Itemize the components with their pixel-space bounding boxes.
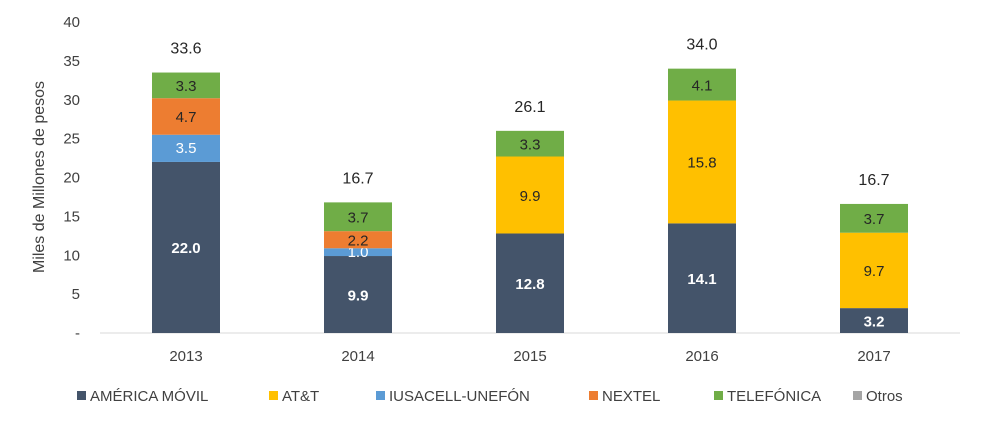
- x-tick-label: 2014: [341, 348, 374, 365]
- data-label: 22.0: [171, 240, 200, 257]
- data-label: 9.7: [864, 263, 885, 280]
- legend: AMÉRICA MÓVIL AT&T IUSACELL-UNEFÓN NEXTEL TE…: [77, 388, 903, 405]
- y-tick-label: 40: [63, 14, 80, 31]
- y-tick-label: 25: [63, 131, 80, 148]
- legend-item: AMÉRICA MÓVIL: [77, 388, 208, 405]
- legend-swatch: [77, 391, 86, 400]
- data-label: 14.1: [687, 271, 716, 288]
- y-tick-label: 20: [63, 170, 80, 187]
- bar-segment: [496, 130, 564, 157]
- legend-label: AMÉRICA MÓVIL: [90, 388, 208, 405]
- bar-stack-2016: 14.1 15.8 4.1 34.0: [668, 37, 736, 333]
- bar-segment: [324, 256, 392, 333]
- bar-segment: [840, 203, 908, 233]
- data-label: 3.7: [864, 211, 885, 228]
- legend-swatch: [589, 391, 598, 400]
- bar-segment: [324, 231, 392, 249]
- bar-stack-2013: 22.0 3.5 4.7 3.3 33.6: [152, 41, 220, 333]
- bar-segment: [496, 233, 564, 333]
- bars: 22.03.54.73.333.69.91.02.23.716.712.89.9…: [152, 37, 908, 333]
- data-label: 9.9: [348, 287, 369, 304]
- data-label: 3.7: [348, 210, 369, 227]
- data-label: 3.3: [520, 136, 541, 153]
- legend-item: TELEFÓNICA: [714, 388, 821, 405]
- bar-stack-2014: 9.91.02.23.716.7: [324, 170, 392, 333]
- data-label: 4.1: [692, 77, 713, 94]
- bar-segment: [152, 134, 220, 162]
- total-label: 26.1: [514, 99, 545, 116]
- data-label: 9.9: [520, 188, 541, 205]
- y-axis: - 5 10 15 20 25 30 35 40: [63, 14, 80, 342]
- legend-swatch: [269, 391, 278, 400]
- data-label: 12.8: [515, 276, 544, 293]
- legend-swatch: [376, 391, 385, 400]
- bar-stack-2015: 12.8 9.9 3.3 26.1: [496, 99, 564, 333]
- data-label: 3.2: [864, 313, 885, 330]
- legend-label: IUSACELL-UNEFÓN: [389, 388, 530, 405]
- legend-label: Otros: [866, 388, 903, 405]
- y-tick-label: 10: [63, 247, 80, 264]
- legend-swatch: [714, 391, 723, 400]
- legend-item: NEXTEL: [589, 388, 660, 405]
- y-axis-title: Miles de Millones de pesos: [31, 81, 48, 273]
- total-label: 16.7: [858, 172, 889, 189]
- data-label: 3.3: [176, 78, 197, 95]
- y-tick-label: 35: [63, 53, 80, 70]
- bar-segment: [152, 161, 220, 333]
- bar-segment: [668, 223, 736, 333]
- bar-segment: [668, 68, 736, 101]
- legend-item: Otros: [853, 388, 903, 405]
- bar-stack-2017: 3.2 9.7 3.7 16.7: [840, 172, 908, 333]
- bar-segment: [152, 72, 220, 99]
- legend-label: TELEFÓNICA: [727, 388, 821, 405]
- y-tick-label: -: [75, 325, 80, 342]
- data-label: 15.8: [687, 155, 716, 172]
- legend-label: AT&T: [282, 388, 319, 405]
- total-label: 16.7: [342, 170, 373, 187]
- bar-segment: [324, 202, 392, 232]
- bar-segment: [668, 100, 736, 224]
- data-label: 4.7: [176, 109, 197, 126]
- bar-segment: [496, 156, 564, 234]
- y-tick-label: 30: [63, 92, 80, 109]
- x-axis: 2013 2014 2015 2016 2017: [169, 348, 890, 365]
- x-tick-label: 2015: [513, 348, 546, 365]
- bar-segment: [840, 308, 908, 333]
- y-tick-label: 15: [63, 208, 80, 225]
- x-tick-label: 2013: [169, 348, 202, 365]
- x-tick-label: 2017: [857, 348, 890, 365]
- legend-swatch: [853, 391, 862, 400]
- total-label: 33.6: [170, 41, 201, 58]
- bar-segment: [324, 248, 392, 257]
- legend-item: AT&T: [269, 388, 319, 405]
- total-label: 34.0: [686, 37, 717, 54]
- bar-segment: [152, 98, 220, 135]
- bar-segment: [840, 232, 908, 309]
- data-label: 2.2: [348, 232, 369, 249]
- x-tick-label: 2016: [685, 348, 718, 365]
- data-label: 3.5: [176, 140, 197, 157]
- y-tick-label: 5: [72, 286, 80, 303]
- legend-label: NEXTEL: [602, 388, 660, 405]
- legend-item: IUSACELL-UNEFÓN: [376, 388, 530, 405]
